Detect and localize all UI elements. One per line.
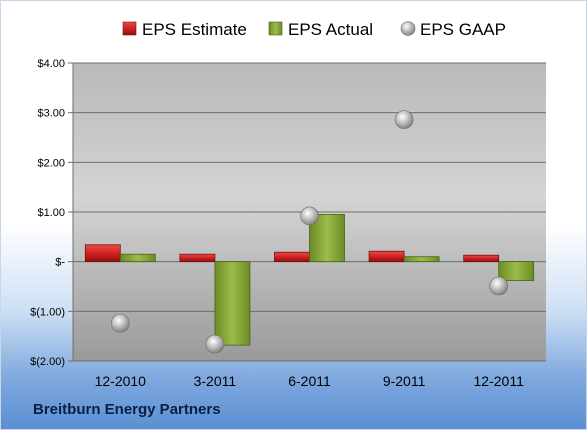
legend-gaap-label: EPS GAAP [420, 20, 506, 39]
actual-bar-9-2011 [403, 256, 440, 263]
y-tick-label: $3.00 [37, 108, 65, 120]
y-tick-label: $2.00 [37, 157, 65, 169]
legend-actual-label: EPS Actual [288, 20, 373, 39]
estimate-bar-6-2011 [274, 251, 310, 263]
y-tick-label: $- [55, 257, 65, 269]
actual-bar-12-2010 [119, 253, 156, 263]
gaap-point-3-2011 [205, 334, 225, 354]
y-axis-ticks: $4.00 $3.00 $2.00 $1.00 $- $(1.00) $(2.00) [30, 58, 73, 368]
x-category-label: 12-2011 [474, 373, 525, 389]
y-tick-label: $4.00 [37, 58, 65, 70]
estimate-bar-3-2011 [179, 253, 216, 263]
legend-estimate-swatch [122, 21, 137, 36]
legend-gaap-swatch [400, 21, 416, 36]
actual-bar-12-2011 [498, 261, 535, 281]
gaap-points [111, 110, 509, 354]
gaap-point-12-2010 [111, 313, 130, 333]
company-name: Breitburn Energy Partners [33, 401, 221, 418]
gaap-point-6-2011 [300, 206, 319, 226]
estimate-bar-12-2010 [84, 244, 121, 263]
y-tick-label: $(2.00) [30, 356, 65, 368]
x-category-label: 12-2010 [95, 373, 147, 389]
actual-bar-3-2011 [214, 261, 251, 346]
estimate-bar-12-2011 [463, 254, 500, 263]
legend: EPS Estimate EPS Actual EPS GAAP [122, 20, 506, 39]
gaap-point-9-2011 [394, 110, 414, 129]
gaap-point-12-2011 [489, 276, 509, 296]
y-tick-label: $(1.00) [30, 306, 65, 318]
legend-actual-swatch [268, 21, 283, 36]
estimate-bar-9-2011 [368, 250, 405, 263]
y-tick-label: $1.00 [37, 207, 65, 219]
x-category-label: 9-2011 [383, 373, 426, 389]
x-category-label: 3-2011 [194, 373, 237, 389]
x-category-label: 6-2011 [288, 373, 331, 389]
x-axis-labels: 12-2010 3-2011 6-2011 9-2011 12-2011 [95, 373, 524, 389]
legend-estimate-label: EPS Estimate [142, 20, 247, 39]
